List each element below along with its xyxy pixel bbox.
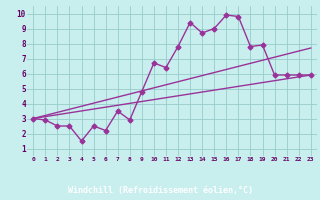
Text: Windchill (Refroidissement éolien,°C): Windchill (Refroidissement éolien,°C) (68, 186, 252, 195)
